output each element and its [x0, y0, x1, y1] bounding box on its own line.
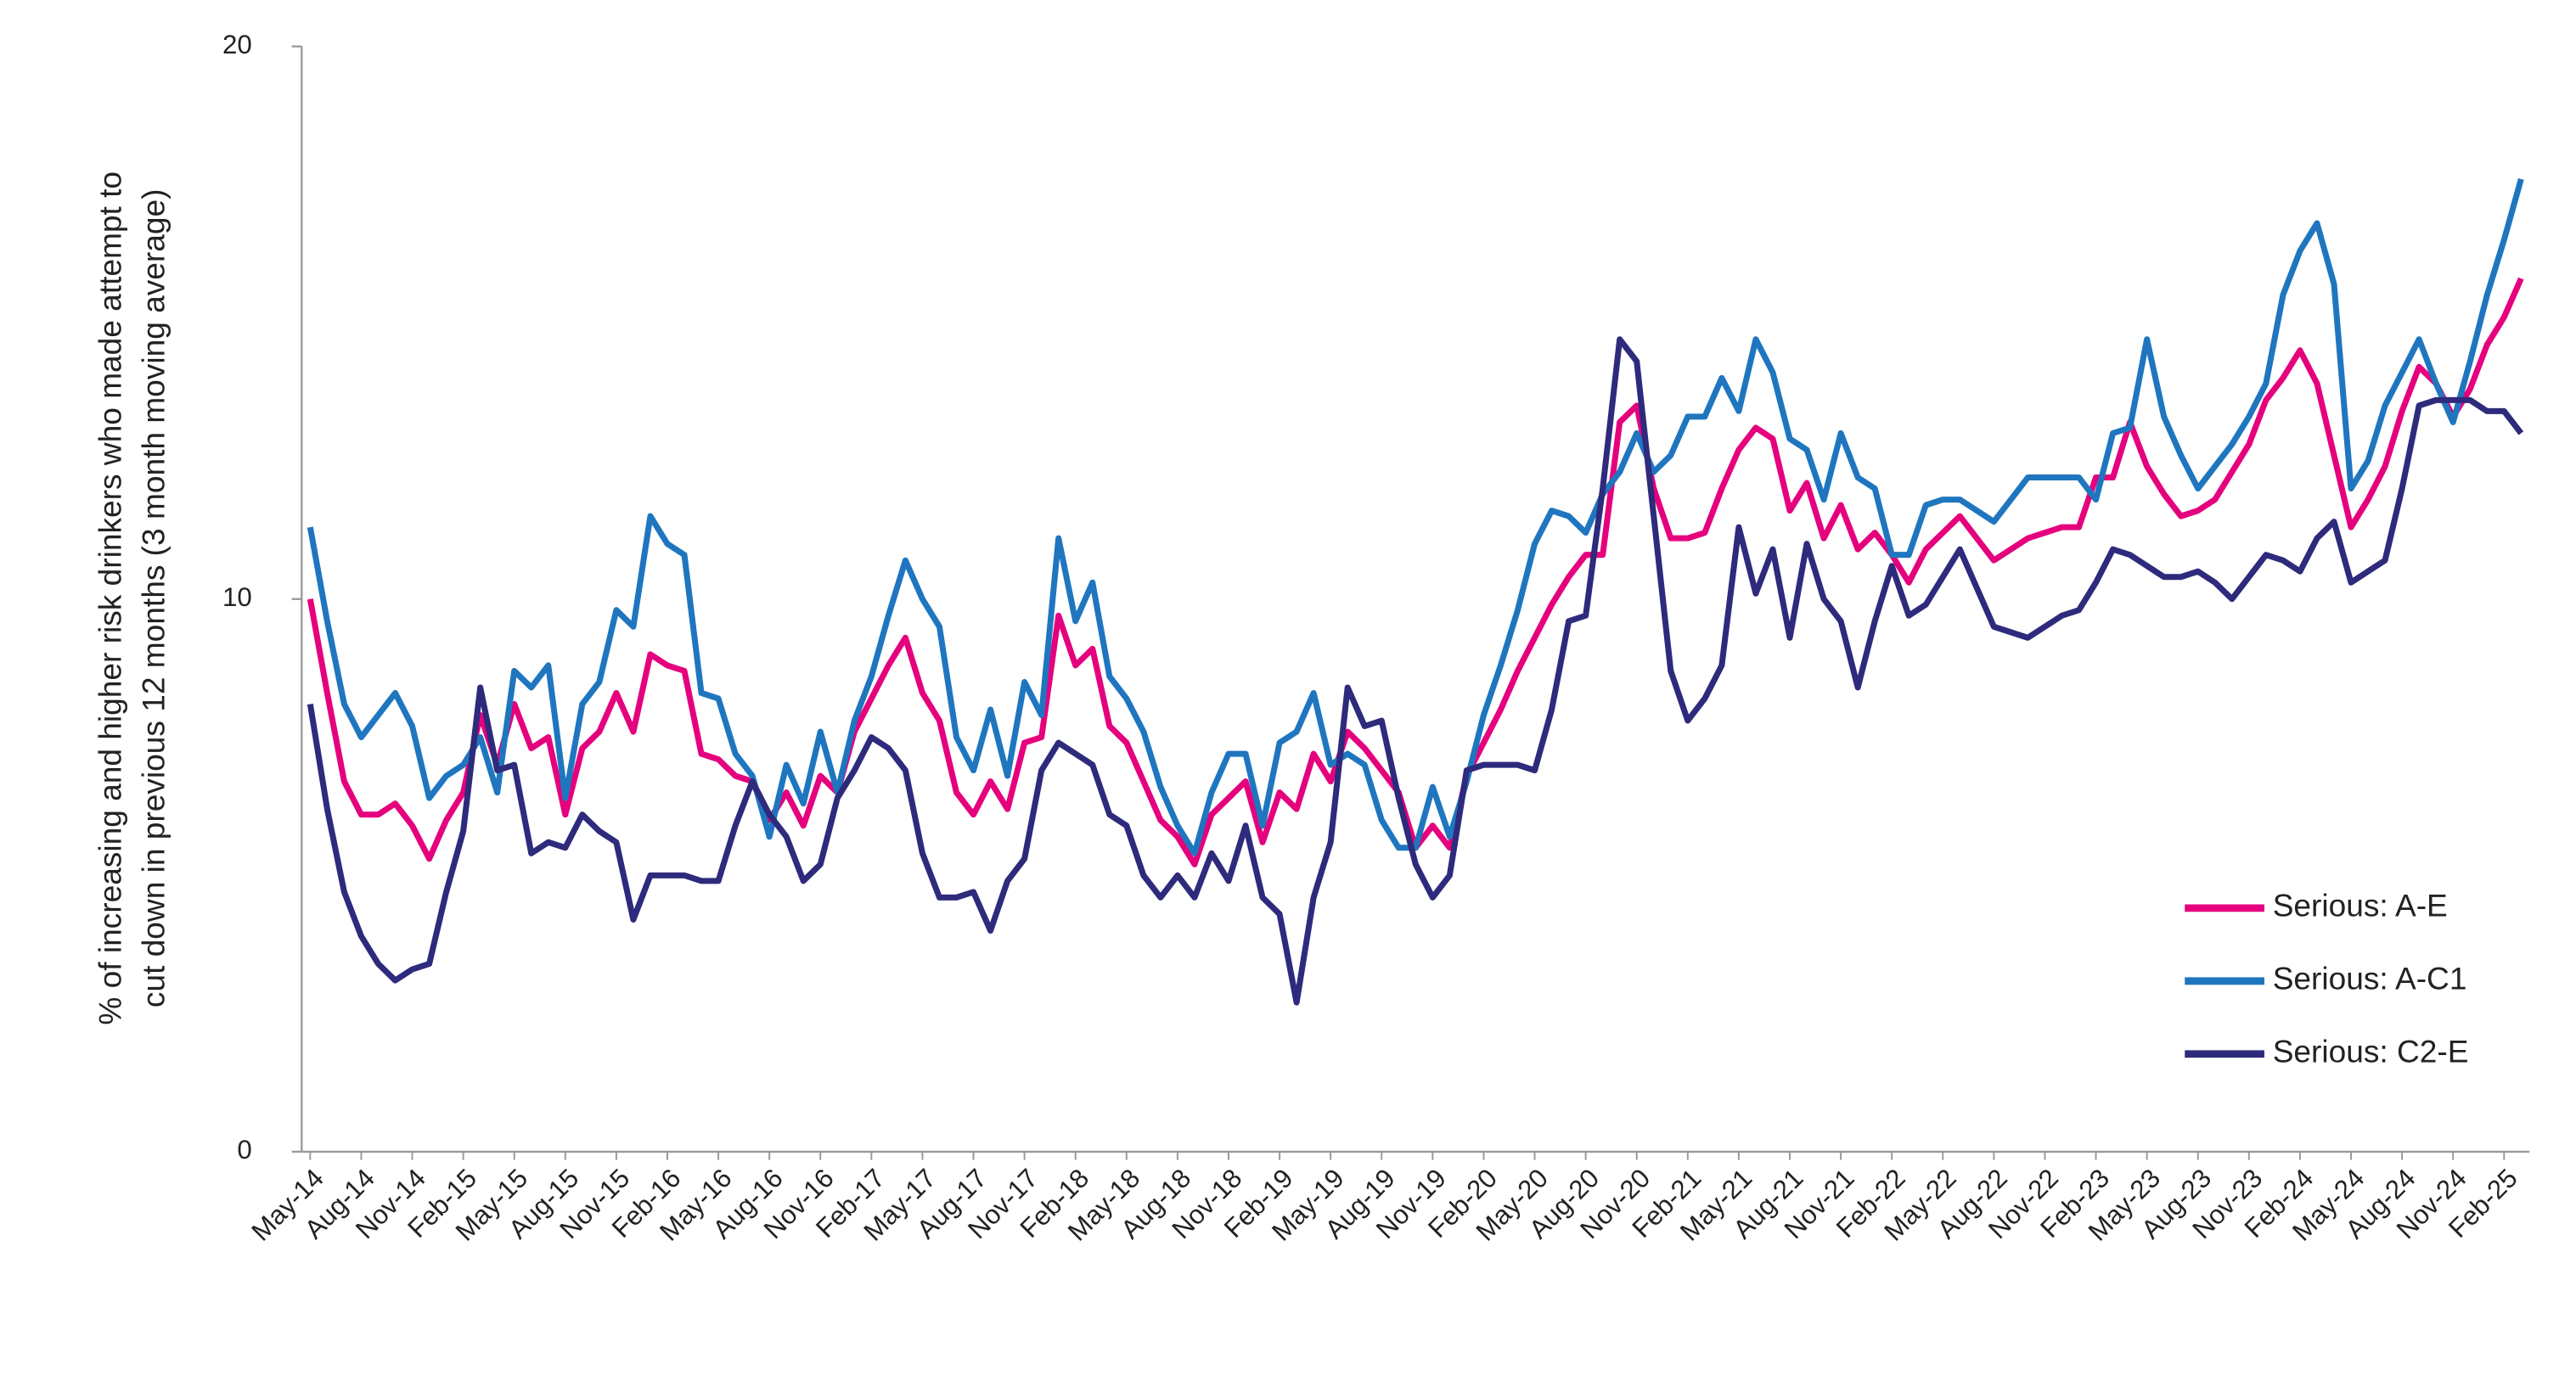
legend-label: Serious: A-C1: [2273, 961, 2467, 996]
y-tick-label: 20: [222, 30, 252, 59]
y-tick-label: 0: [237, 1135, 251, 1165]
series-line: [307, 177, 2524, 856]
y-axis-title: % of increasing and higher risk drinkers…: [93, 171, 128, 1025]
y-axis-title: cut down in previous 12 months (3 month …: [135, 189, 171, 1008]
legend-label: Serious: C2-E: [2273, 1034, 2469, 1069]
y-tick-label: 10: [222, 582, 252, 612]
series-line: [307, 336, 2524, 1006]
legend-label: Serious: A-E: [2273, 888, 2448, 923]
